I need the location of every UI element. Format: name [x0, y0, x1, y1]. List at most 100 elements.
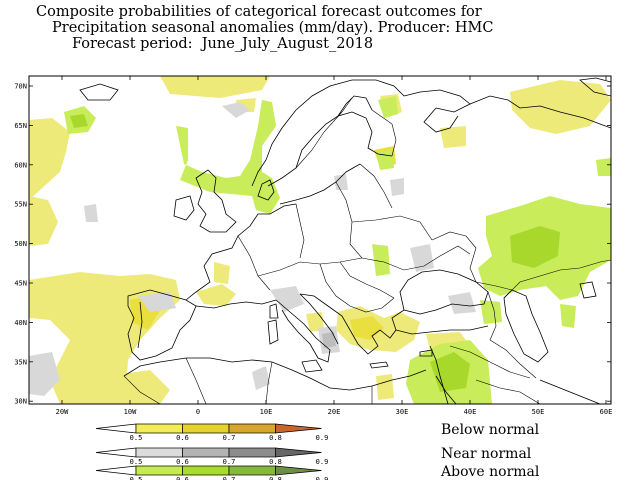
above-region-baltic	[376, 150, 394, 170]
below-region-barents	[510, 80, 611, 134]
legend-label-above: Above normal	[440, 464, 540, 480]
below-region-egypt	[376, 374, 394, 400]
border-north-africa-2	[265, 361, 273, 404]
coast-aral	[579, 281, 597, 299]
coast-cyprus	[419, 349, 433, 357]
legend-tick-label: 0.7	[223, 458, 236, 466]
coast-ireland	[173, 195, 195, 221]
near-region-baltic-sea	[334, 174, 348, 190]
coastlines	[79, 77, 611, 404]
coast-novaya-zemlya	[579, 77, 611, 97]
lon-label: 30E	[396, 408, 409, 416]
lat-label: 45N	[14, 280, 27, 288]
legend-tick-label: 0.8	[269, 458, 282, 466]
legend-arrow-right	[275, 447, 322, 458]
lon-label: 10E	[260, 408, 273, 416]
border-ukraine	[361, 245, 471, 271]
longitude-axis: 20W 10W 0 10E 20E 30E 40E 50E 60E	[56, 76, 613, 416]
lat-label: 30N	[14, 398, 27, 406]
coast-norway	[251, 79, 405, 187]
border-middle-east	[449, 345, 531, 379]
legend-swatch	[228, 447, 276, 458]
legend-tick-label: 0.5	[130, 458, 143, 466]
border-belarus	[351, 215, 433, 241]
title-line-2: Precipitation seasonal anomalies (mm/day…	[52, 20, 494, 36]
near-region-alps	[270, 286, 304, 312]
legend-arrow-left	[95, 423, 137, 434]
border-russia-ukraine	[431, 231, 477, 283]
legend-tick-label: 0.5	[130, 434, 143, 442]
above-region-uk-north	[176, 100, 280, 214]
border-north-africa-1	[185, 357, 207, 404]
latitude-axis: 70N 65N 60N 55N 50N 45N 40N 35N 30N	[14, 83, 611, 406]
coast-sweden	[267, 111, 353, 187]
below-region-north-africa	[70, 370, 170, 404]
below-region-west-atlantic-2	[29, 196, 58, 246]
near-region-ukraine	[410, 244, 434, 272]
lat-label: 70N	[14, 83, 27, 91]
title-line-1: Composite probabilities of categorical f…	[36, 4, 482, 20]
coast-france	[185, 203, 297, 301]
near-region-atlantic-south	[29, 352, 60, 396]
legend-tick-label: 0.6	[176, 434, 189, 442]
coast-crete	[369, 361, 389, 369]
legend-tick-label: 0.7	[223, 434, 236, 442]
lon-label: 0	[196, 408, 200, 416]
map-frame	[28, 75, 612, 405]
coast-kola	[403, 89, 471, 113]
legend-swatch	[182, 465, 230, 476]
lat-label: 35N	[14, 358, 27, 366]
coast-red-sea	[435, 375, 457, 404]
coast-balkans	[299, 293, 405, 355]
coast-italy	[275, 299, 331, 363]
legend-tick-label: 0.5	[130, 476, 143, 480]
border-norway-sweden	[295, 97, 353, 169]
legend-swatch	[135, 423, 183, 434]
coast-black-sea	[399, 269, 489, 315]
legend-swatch	[228, 465, 276, 476]
lon-label: 20W	[56, 408, 69, 416]
above-region-atlantic-core	[70, 114, 88, 128]
near-region-sicily	[252, 366, 270, 390]
legend-label-below: Below normal	[441, 422, 540, 438]
above-region-ukraine	[372, 244, 390, 276]
coast-persian-gulf	[539, 379, 601, 404]
near-region-arctic	[222, 102, 250, 118]
lon-label: 60E	[600, 408, 613, 416]
above-region-east-arctic	[596, 158, 611, 176]
coast-sardinia	[267, 319, 279, 345]
coast-barents-east	[469, 95, 611, 129]
legend-tick-label: 0.9	[316, 434, 329, 442]
coast-caspian	[503, 289, 549, 363]
coast-iceland	[79, 83, 119, 101]
probability-shading	[29, 76, 611, 404]
below-region-west-atlantic	[29, 118, 70, 200]
legend-tick-label: 0.9	[316, 476, 329, 480]
legend-arrow-right	[275, 423, 322, 434]
near-region-volga	[448, 292, 476, 314]
border-spain-portugal	[137, 301, 143, 349]
legend-arrow-right	[275, 465, 322, 476]
above-region-caspian	[560, 304, 576, 328]
border-balkans-1	[319, 263, 395, 313]
coast-gulf-bothnia	[337, 95, 373, 117]
legend-swatch	[228, 423, 276, 434]
legend-swatch	[182, 447, 230, 458]
border-iran	[489, 339, 537, 379]
border-saudi	[475, 379, 541, 404]
lat-label: 50N	[14, 240, 27, 248]
above-region-caucasus	[480, 300, 502, 324]
legend-near: 0.5 0.6 0.7 0.8 0.9 Near normal	[95, 446, 532, 466]
border-morocco	[123, 375, 161, 404]
near-region-iberia	[138, 292, 176, 312]
legend-label-near: Near normal	[441, 446, 532, 462]
legend-swatch	[135, 447, 183, 458]
below-region-balkans-core	[350, 316, 384, 340]
above-region-scandinavia	[378, 96, 398, 118]
legend-tick-label: 0.8	[269, 476, 282, 480]
legend-tick-label: 0.7	[223, 476, 236, 480]
border-baltics	[359, 163, 393, 209]
lat-label: 40N	[14, 319, 27, 327]
